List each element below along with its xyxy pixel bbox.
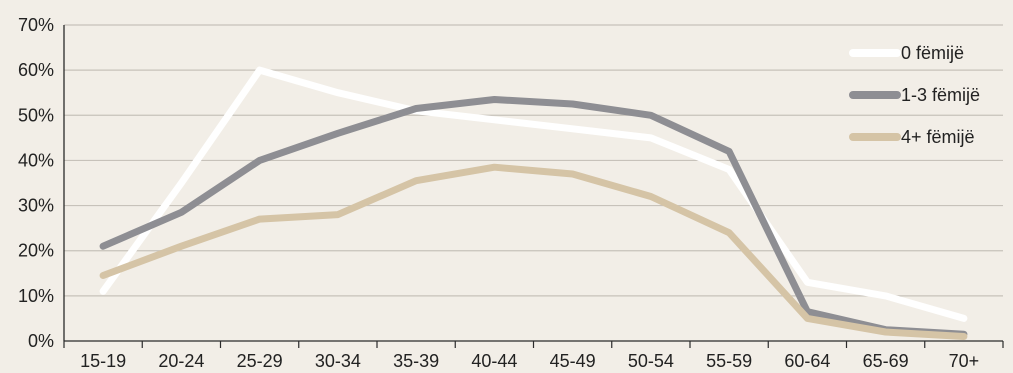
legend-label: 0 fëmijë [901, 43, 964, 63]
x-tick-label: 60-64 [784, 351, 830, 371]
y-tick-label: 50% [18, 105, 54, 125]
series-line-3 [99, 163, 968, 340]
y-tick-label: 30% [18, 196, 54, 216]
legend-item: 4+ fëmijë [849, 127, 975, 147]
y-tick-label: 70% [18, 15, 54, 35]
x-tick-label: 15-19 [80, 351, 126, 371]
x-tick-label: 50-54 [628, 351, 674, 371]
x-tick-label: 20-24 [158, 351, 204, 371]
x-tick-label: 55-59 [706, 351, 752, 371]
x-tick-label: 45-49 [550, 351, 596, 371]
series-lines [99, 66, 968, 340]
x-tick-label: 25-29 [237, 351, 283, 371]
legend-item: 0 fëmijë [849, 43, 964, 63]
y-tick-label: 0% [28, 331, 54, 351]
series-line-2 [99, 96, 968, 338]
x-tick-label: 65-69 [863, 351, 909, 371]
legend-item: 1-3 fëmijë [849, 85, 980, 105]
x-tick-label: 40-44 [471, 351, 517, 371]
gridlines [64, 24, 1003, 297]
y-tick-label: 10% [18, 286, 54, 306]
x-tick-label: 35-39 [393, 351, 439, 371]
legend: 0 fëmijë 1-3 fëmijë 4+ fëmijë [849, 43, 980, 147]
x-tick-label: 70+ [949, 351, 980, 371]
legend-label: 1-3 fëmijë [901, 85, 980, 105]
legend-label: 4+ fëmijë [901, 127, 975, 147]
y-tick-label: 40% [18, 150, 54, 170]
y-tick-label: 60% [18, 60, 54, 80]
y-tick-label: 20% [18, 241, 54, 261]
series-line-1 [99, 66, 968, 322]
axes: 0% 10% 20% 30% 40% 50% 60% 70% 15-19 20-24 25-29 30… [18, 15, 1004, 371]
x-tick-label: 30-34 [315, 351, 361, 371]
